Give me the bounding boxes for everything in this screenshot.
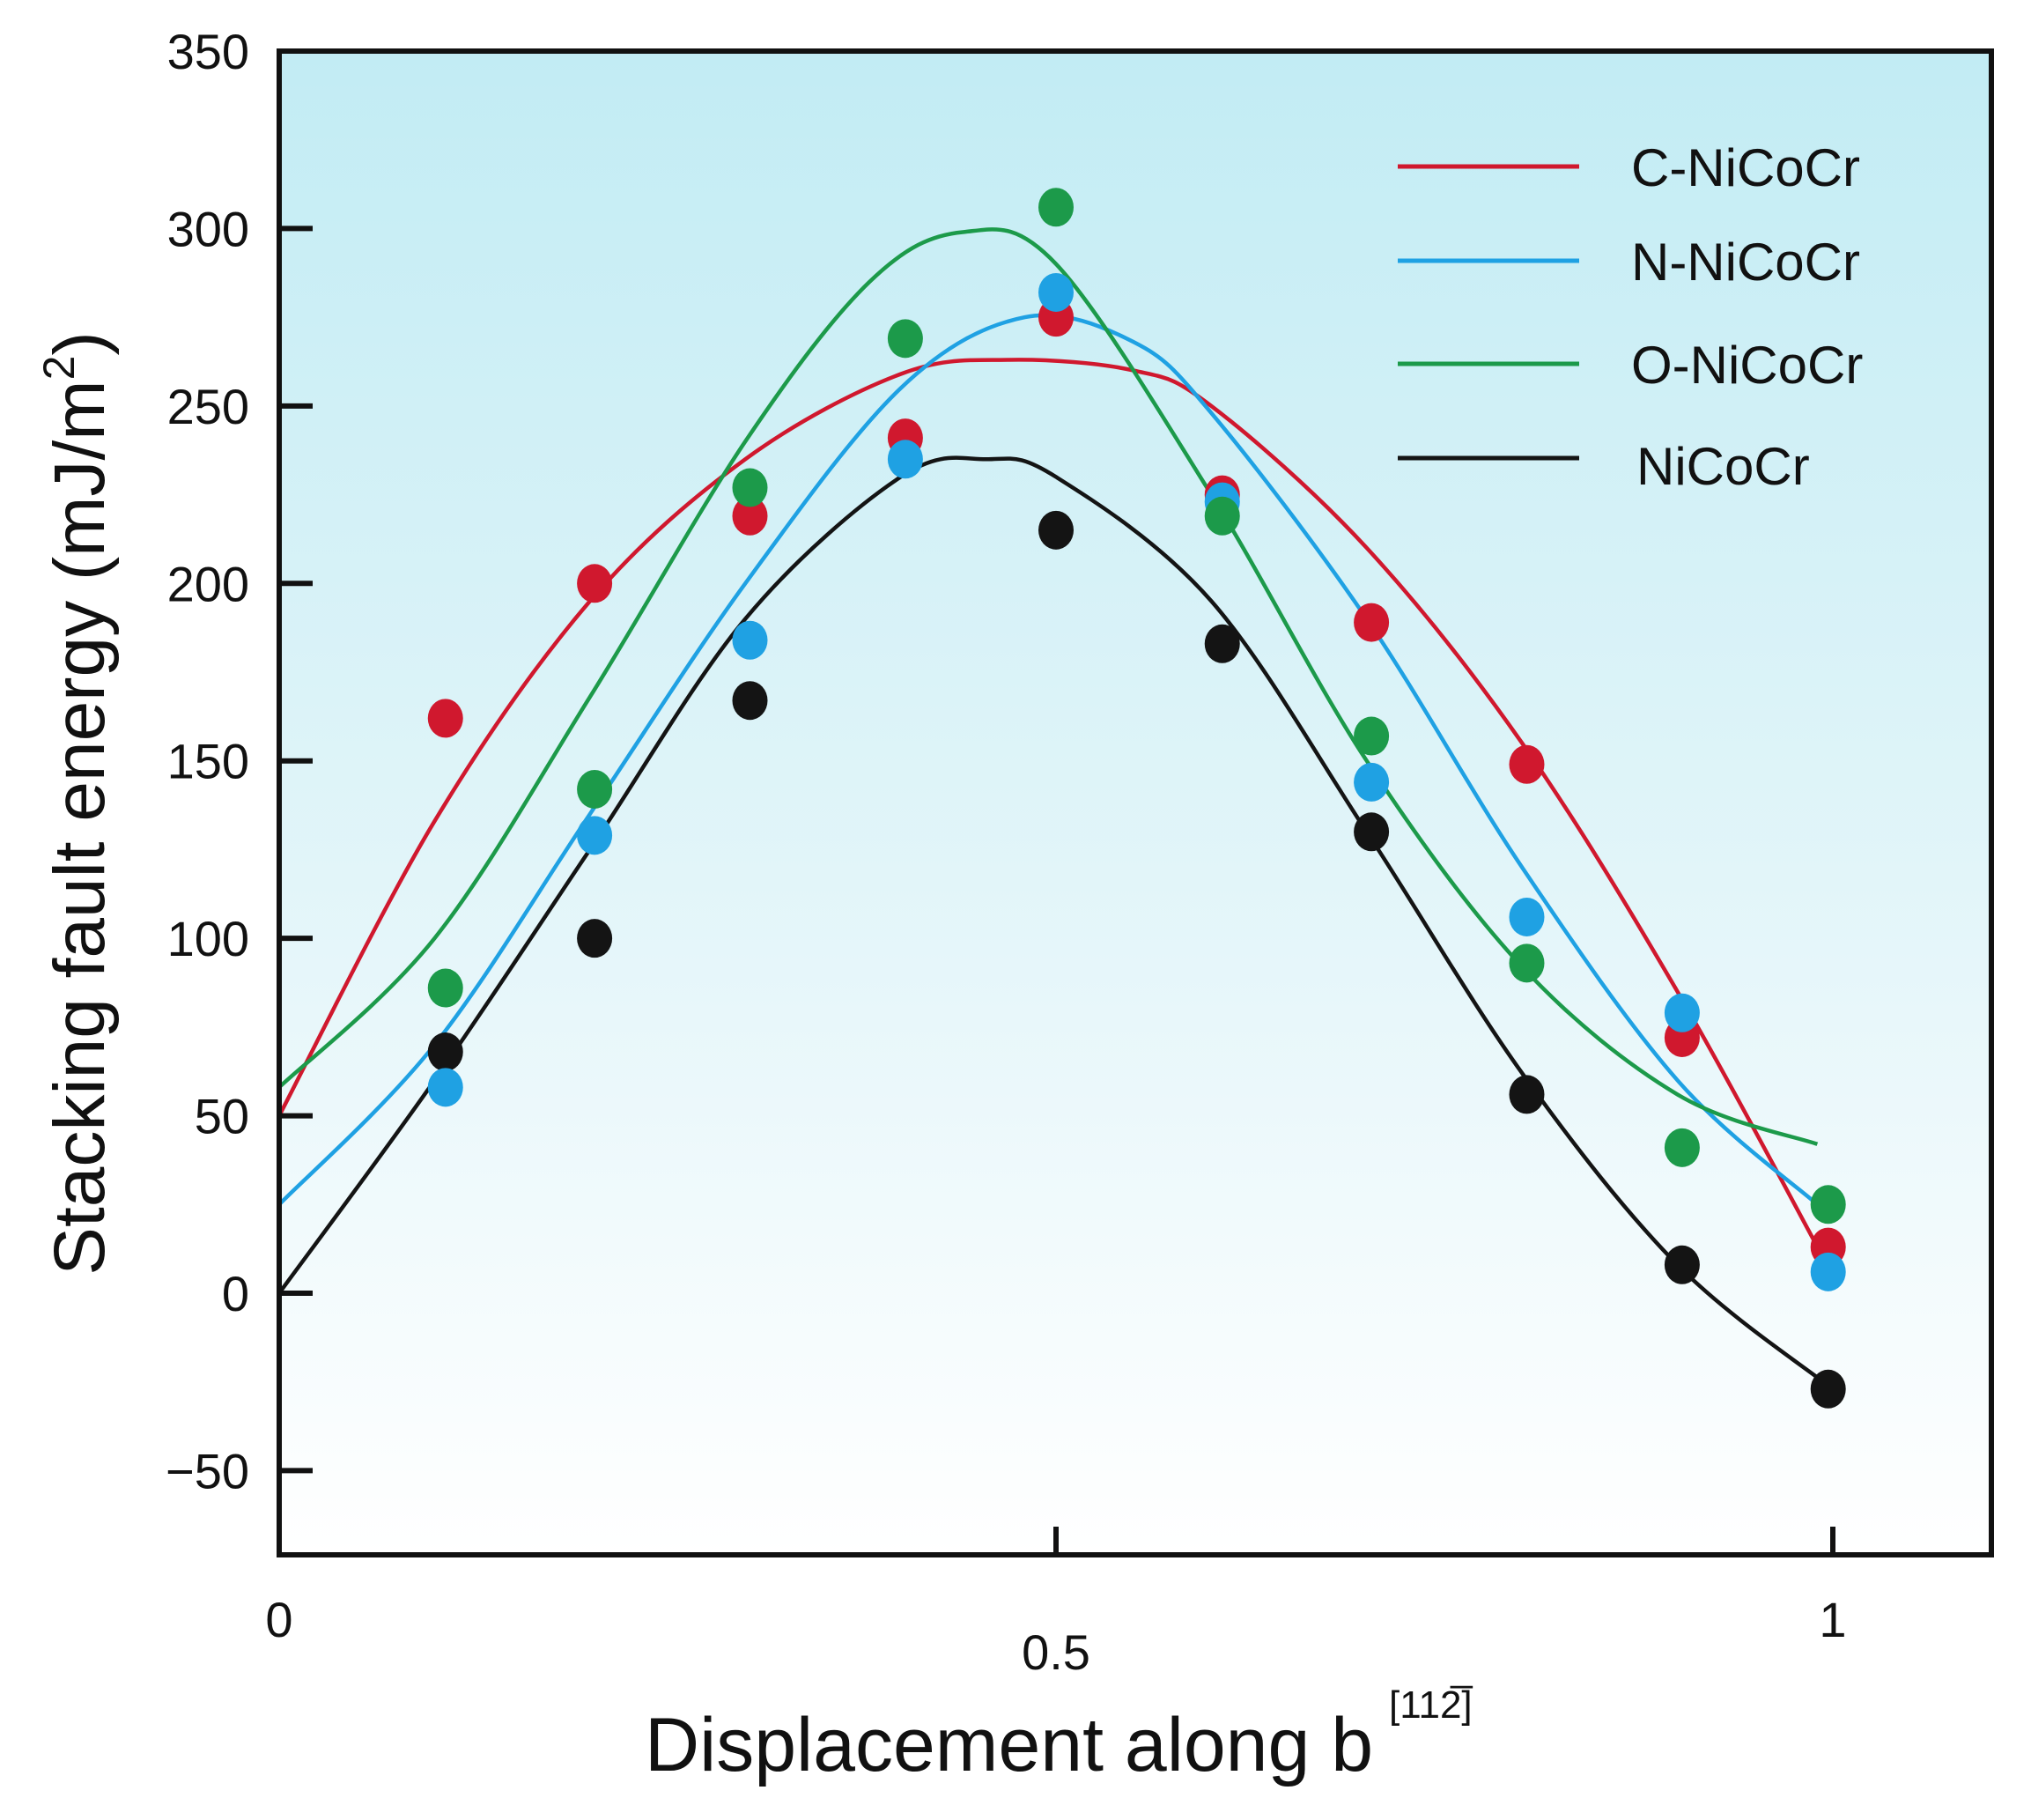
data-point-c-nicocr [732, 496, 768, 536]
data-point-c-nicocr [427, 699, 463, 738]
data-point-n-nicocr [732, 620, 768, 660]
data-point-nicocr [1664, 1245, 1700, 1284]
data-point-n-nicocr [427, 1068, 463, 1107]
y-tick-label: 50 [195, 1089, 249, 1144]
y-tick-label: 300 [167, 201, 249, 256]
data-point-o-nicocr [732, 468, 768, 507]
legend-label-n-nicocr: N-NiCoCr [1631, 233, 1860, 292]
y-tick-label: −50 [166, 1443, 249, 1498]
data-point-n-nicocr [1810, 1252, 1846, 1291]
y-axis-title-superscript: 2 [34, 356, 84, 381]
y-tick-label: 200 [167, 556, 249, 611]
y-axis-title-text: Stacking fault energy (mJ/m [40, 380, 120, 1275]
y-axis-title-close: ) [40, 331, 120, 355]
x-axis-title: Displacement along b [112̅] [645, 1683, 1473, 1787]
data-point-o-nicocr [577, 769, 613, 809]
data-point-c-nicocr [1509, 744, 1545, 784]
x-tick-label: 1 [1819, 1592, 1846, 1647]
data-point-o-nicocr [1509, 943, 1545, 983]
data-point-nicocr [1354, 812, 1390, 852]
data-point-o-nicocr [887, 319, 923, 359]
y-tick-label: 250 [167, 379, 249, 434]
data-point-o-nicocr [1810, 1185, 1846, 1224]
y-tick-label: 100 [167, 911, 249, 966]
data-point-n-nicocr [1038, 272, 1074, 312]
data-point-n-nicocr [1664, 993, 1700, 1032]
data-points [427, 188, 1846, 1409]
data-point-o-nicocr [1354, 716, 1390, 756]
legend-item-nicocr: NiCoCr [1398, 437, 1810, 496]
y-axis: 350 300 250 200 150 100 50 0 −50 [166, 24, 313, 1498]
data-point-nicocr [427, 1032, 463, 1072]
x-tick-label: 0.5 [1022, 1624, 1090, 1680]
data-point-nicocr [577, 919, 613, 958]
data-point-nicocr [1038, 510, 1074, 550]
plot-background [279, 51, 1991, 1555]
data-point-o-nicocr [1038, 188, 1074, 227]
data-point-o-nicocr [427, 968, 463, 1008]
y-tick-label: 150 [167, 734, 249, 789]
fit-line-n-nicocr [277, 313, 1819, 1206]
legend-item-n-nicocr: N-NiCoCr [1398, 233, 1860, 292]
x-axis-title-superscript: [112̅] [1389, 1683, 1473, 1727]
data-point-n-nicocr [1509, 897, 1545, 936]
x-axis-title-text: Displacement along b [645, 1703, 1373, 1787]
data-point-nicocr [732, 681, 768, 721]
plot-frame [277, 48, 1994, 1557]
data-point-n-nicocr [887, 440, 923, 479]
data-point-o-nicocr [1204, 496, 1240, 536]
fit-line-c-nicocr [277, 358, 1835, 1276]
legend-label-c-nicocr: C-NiCoCr [1631, 138, 1860, 197]
data-point-nicocr [1204, 624, 1240, 663]
data-point-c-nicocr [577, 564, 613, 603]
x-axis: 00.51 [265, 1527, 1847, 1680]
data-point-nicocr [1509, 1075, 1545, 1114]
x-tick-label: 0 [265, 1592, 292, 1647]
legend-item-c-nicocr: C-NiCoCr [1398, 138, 1860, 197]
data-point-n-nicocr [577, 816, 613, 855]
fit-line-nicocr [277, 455, 1835, 1391]
y-tick-label: 0 [222, 1266, 249, 1321]
legend-label-nicocr: NiCoCr [1636, 437, 1810, 496]
y-tick-label: 350 [167, 24, 249, 79]
data-point-n-nicocr [1354, 762, 1390, 802]
data-point-nicocr [1810, 1369, 1846, 1409]
legend-label-o-nicocr: O-NiCoCr [1631, 336, 1863, 395]
legend-item-o-nicocr: O-NiCoCr [1398, 336, 1863, 395]
data-point-c-nicocr [1354, 603, 1390, 642]
y-axis-title: Stacking fault energy (mJ/m2) [34, 331, 120, 1275]
data-point-o-nicocr [1664, 1128, 1700, 1167]
fit-lines [277, 227, 1835, 1391]
legend: C-NiCoCr N-NiCoCr O-NiCoCr NiCoCr [1398, 138, 1863, 496]
